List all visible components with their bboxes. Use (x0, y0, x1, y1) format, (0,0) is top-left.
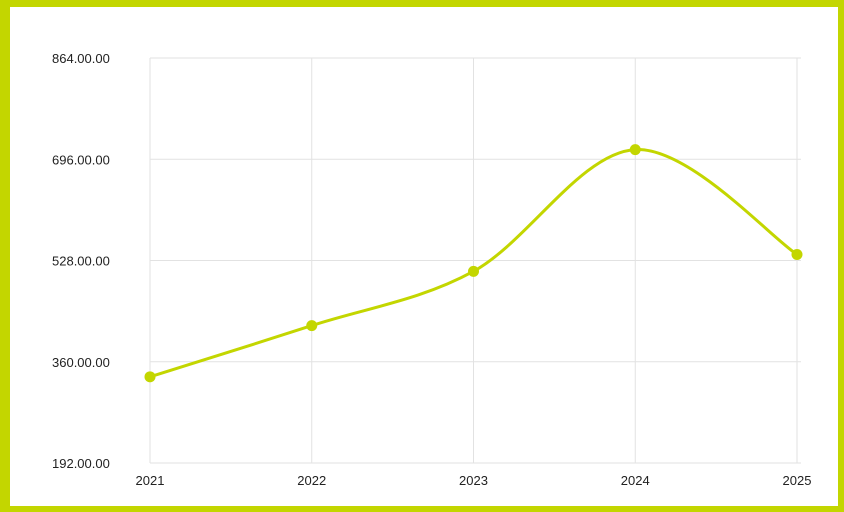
x-axis-ticks: 2021 2022 2023 2024 2025 (136, 473, 812, 488)
y-tick-label: 360.00.00 (52, 355, 110, 370)
data-point[interactable] (791, 248, 803, 260)
x-tick-label: 2025 (783, 473, 812, 488)
x-tick-label: 2022 (297, 473, 326, 488)
y-tick-label: 864.00.00 (52, 51, 110, 66)
y-tick-label: 696.00.00 (52, 152, 110, 167)
data-point[interactable] (144, 371, 156, 383)
y-axis-ticks: 192.00.00 360.00.00 528.00.00 696.00.00 864.… (52, 51, 110, 471)
x-tick-label: 2023 (459, 473, 488, 488)
data-point[interactable] (629, 144, 641, 156)
data-point[interactable] (306, 320, 318, 332)
y-tick-label: 528.00.00 (52, 254, 110, 269)
series-group (144, 144, 803, 383)
x-tick-label: 2024 (621, 473, 650, 488)
x-tick-label: 2021 (136, 473, 165, 488)
grid (149, 57, 801, 464)
data-point[interactable] (468, 265, 479, 277)
y-tick-label: 192.00.00 (52, 456, 110, 471)
